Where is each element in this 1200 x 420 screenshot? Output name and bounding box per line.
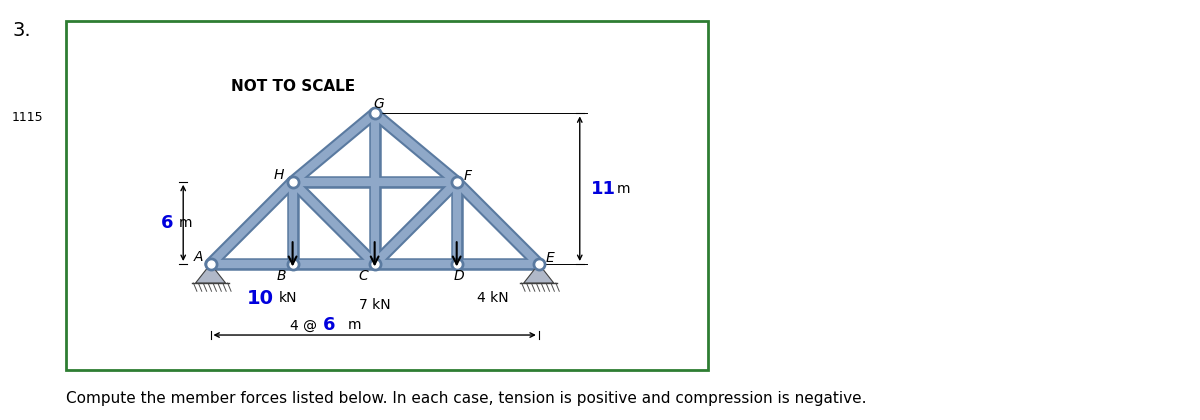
Text: 4 kN: 4 kN [478,291,509,305]
Text: 11: 11 [590,180,616,198]
Text: 7 kN: 7 kN [359,298,390,312]
Text: B: B [277,269,287,283]
Text: F: F [463,169,472,184]
Polygon shape [523,264,553,283]
Text: E: E [545,252,554,265]
Text: C: C [359,269,368,283]
Text: H: H [274,168,284,182]
Polygon shape [196,264,226,283]
Text: m: m [347,318,361,333]
Text: 3.: 3. [12,21,31,40]
Text: A: A [193,250,203,264]
Text: m: m [179,216,193,230]
Text: Compute the member forces listed below. In each case, tension is positive and co: Compute the member forces listed below. … [66,391,866,406]
Text: m: m [617,182,630,196]
Text: 4 @: 4 @ [290,318,317,333]
Text: NOT TO SCALE: NOT TO SCALE [232,79,355,94]
Text: kN: kN [278,291,298,305]
Text: D: D [454,269,464,283]
Text: 10: 10 [246,289,274,307]
Text: 1115: 1115 [12,111,43,124]
Text: 6: 6 [161,214,173,232]
Text: G: G [373,97,384,111]
Text: 6: 6 [323,316,335,334]
